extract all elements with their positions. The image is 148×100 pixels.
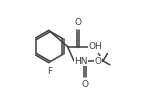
Text: O: O — [94, 56, 101, 66]
Text: OH: OH — [88, 42, 102, 51]
Text: O: O — [74, 18, 82, 27]
Text: O: O — [82, 80, 89, 89]
Text: F: F — [47, 67, 52, 76]
Text: HN: HN — [74, 56, 88, 66]
